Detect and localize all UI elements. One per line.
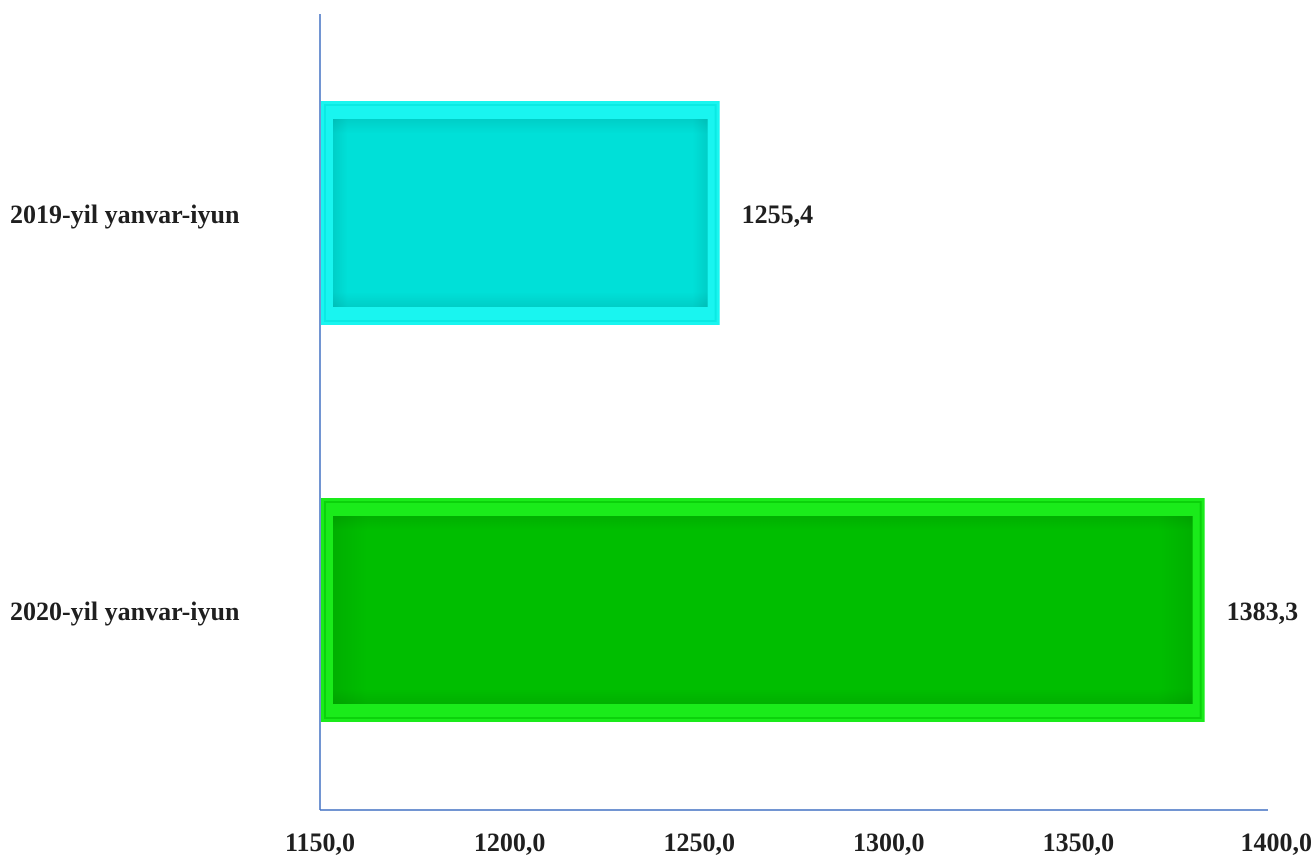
labels-layer: 1255,4 2019-yil yanvar-iyun 1383,3 2020-yil… — [10, 200, 1312, 857]
axes-layer — [319, 14, 1268, 811]
x-tick-label-3: 1250,0 — [663, 828, 735, 857]
bar-1 — [321, 101, 720, 325]
bar-2 — [321, 498, 1205, 722]
x-tick-label-2: 1200,0 — [474, 828, 546, 857]
value-label-1: 1255,4 — [742, 200, 814, 229]
x-tick-label-6: 1400,0 — [1241, 828, 1313, 857]
value-label-2: 1383,3 — [1227, 597, 1299, 626]
bars-layer — [321, 101, 1205, 722]
x-tick-label-5: 1350,0 — [1043, 828, 1115, 857]
bar-2-shade-v — [333, 516, 1193, 704]
bar-1-inner-line — [324, 104, 717, 322]
category-label-2: 2020-yil yanvar-iyun — [10, 597, 240, 626]
category-label-1: 2019-yil yanvar-iyun — [10, 200, 240, 229]
x-tick-label-4: 1300,0 — [853, 828, 925, 857]
bar-2-inner-line — [324, 501, 1202, 719]
x-tick-label-1: 1150,0 — [285, 828, 355, 857]
bar-1-shade-v — [333, 119, 708, 307]
